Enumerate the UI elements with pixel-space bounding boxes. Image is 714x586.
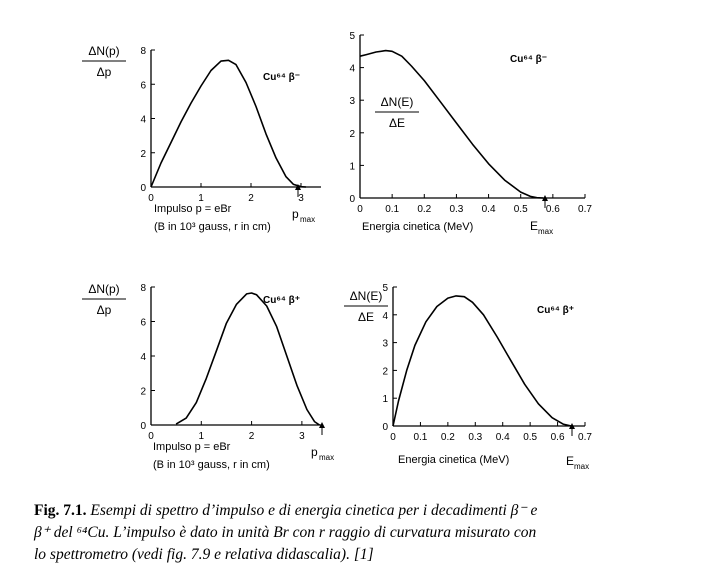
caption-label: Fig. 7.1. — [34, 502, 87, 519]
chart-2-xlabel: Energia cinetica (MeV) — [362, 221, 473, 233]
chart-1-x-tick-label: 3 — [298, 193, 304, 204]
chart-3-max-arrow-head — [319, 422, 325, 428]
chart-2-series-line — [359, 49, 544, 199]
chart-4-x-tick-label: 0.5 — [523, 432, 537, 443]
chart-4-y-tick-label: 3 — [382, 339, 388, 350]
chart-2-y-tick-label: 4 — [349, 64, 355, 75]
chart-4-ylabel-numerator: ΔN(E) — [350, 289, 383, 303]
chart-3-max-label: p — [311, 445, 318, 459]
chart-1-y-tick-label: 6 — [140, 80, 146, 91]
chart-4-ylabel-denominator: ΔE — [358, 310, 374, 324]
chart-2-annotation: Cu⁶⁴ β⁻ — [510, 54, 547, 65]
chart-2-ylabel-denominator: ΔE — [389, 116, 405, 130]
chart-2-x-tick-label: 0.4 — [482, 204, 496, 215]
chart-2-ylabel-numerator: ΔN(E) — [381, 95, 414, 109]
chart-1-x-tick-label: 0 — [148, 193, 154, 204]
chart-2-x-tick-label: 0 — [357, 204, 363, 215]
chart-4-y-tick-label: 1 — [382, 394, 388, 405]
chart-4-xlabel: Energia cinetica (MeV) — [398, 454, 509, 466]
chart-3-ylabel-denominator: Δp — [97, 303, 112, 317]
chart-2-x-tick-label: 0.7 — [578, 204, 592, 215]
chart-4-series-line — [392, 295, 572, 427]
chart-3-y-tick-label: 2 — [140, 387, 146, 398]
chart-4-max-arrow-head — [569, 423, 575, 429]
chart-1-y-tick-label: 2 — [140, 149, 146, 160]
chart-1-max-label: p — [292, 207, 299, 221]
chart-3-annotation: Cu⁶⁴ β⁺ — [263, 295, 300, 306]
chart-2-y-tick-label: 5 — [349, 31, 355, 42]
caption-line-2: β⁺ del ⁶⁴Cu. L’impulso è dato in unità B… — [34, 524, 537, 541]
chart-2-max-arrow-head — [542, 195, 548, 201]
chart-2-x-tick-label: 0.1 — [385, 204, 399, 215]
chart-1-max-label-sub: max — [300, 215, 315, 224]
chart-3-x-tick-label: 0 — [148, 431, 154, 442]
chart-1-xlabel: Impulso p = eBr — [154, 203, 232, 215]
caption-line-1: Esempi di spettro d’impulso e di energia… — [90, 502, 538, 519]
chart-3-y-tick-label: 4 — [140, 352, 146, 363]
chart-3-xlabel-line-2: (B in 10³ gauss, r in cm) — [153, 459, 270, 471]
chart-4-x-tick-label: 0.4 — [496, 432, 510, 443]
chart-3-x-tick-label: 1 — [199, 431, 205, 442]
chart-4-max-label-sub: max — [574, 462, 589, 471]
chart-4-x-tick-label: 0.3 — [468, 432, 482, 443]
chart-1-y-tick-label: 8 — [140, 46, 146, 57]
chart-3-xlabel: Impulso p = eBr — [153, 441, 231, 453]
chart-1-y-tick-label: 0 — [140, 183, 146, 194]
chart-1-max-arrow-head — [295, 184, 301, 190]
chart-2-max-label-sub: max — [538, 227, 553, 236]
chart-2-y-tick-label: 0 — [349, 194, 355, 205]
chart-1-y-tick-label: 4 — [140, 115, 146, 126]
chart-1-series-line — [150, 59, 307, 188]
chart-4-x-tick-label: 0 — [390, 432, 396, 443]
chart-4-y-tick-label: 0 — [382, 422, 388, 433]
chart-2-y-tick-label: 2 — [349, 129, 355, 140]
figure-caption: Fig. 7.1. Esempi di spettro d’impulso e … — [34, 500, 694, 566]
chart-1-annotation: Cu⁶⁴ β⁻ — [263, 72, 300, 83]
chart-1-x-tick-label: 2 — [248, 193, 254, 204]
chart-4-y-tick-label: 5 — [382, 283, 388, 294]
chart-4-annotation: Cu⁶⁴ β⁺ — [537, 305, 574, 316]
chart-3-y-tick-label: 6 — [140, 318, 146, 329]
chart-2-x-tick-label: 0.2 — [417, 204, 431, 215]
chart-3-y-tick-label: 8 — [140, 283, 146, 294]
chart-2-x-tick-label: 0.5 — [514, 204, 528, 215]
chart-1-xlabel-line-2: (B in 10³ gauss, r in cm) — [154, 221, 271, 233]
chart-2-max-label: E — [530, 219, 538, 233]
chart-3-max-label-sub: max — [319, 453, 334, 462]
chart-1-ylabel-numerator: ΔN(p) — [88, 44, 119, 58]
caption-line-3: lo spettrometro (vedi fig. 7.9 e relativ… — [34, 546, 374, 563]
chart-2-x-tick-label: 0.3 — [449, 204, 463, 215]
chart-3-x-tick-label: 2 — [249, 431, 255, 442]
chart-3-x-tick-label: 3 — [299, 431, 305, 442]
chart-3-y-tick-label: 0 — [140, 421, 146, 432]
chart-4-x-tick-label: 0.6 — [551, 432, 565, 443]
chart-2-y-tick-label: 3 — [349, 96, 355, 107]
chart-2-x-tick-label: 0.6 — [546, 204, 560, 215]
chart-4-y-tick-label: 2 — [382, 366, 388, 377]
chart-4-x-tick-label: 0.7 — [578, 432, 592, 443]
chart-2-y-tick-label: 1 — [349, 161, 355, 172]
chart-4-x-tick-label: 0.1 — [413, 432, 427, 443]
chart-4-x-tick-label: 0.2 — [441, 432, 455, 443]
chart-1-ylabel-denominator: Δp — [97, 65, 112, 79]
chart-4-y-tick-label: 4 — [382, 311, 388, 322]
chart-4-max-label: E — [566, 454, 574, 468]
chart-1-x-tick-label: 1 — [198, 193, 204, 204]
chart-3-ylabel-numerator: ΔN(p) — [88, 282, 119, 296]
chart-3-series-line — [175, 292, 320, 426]
